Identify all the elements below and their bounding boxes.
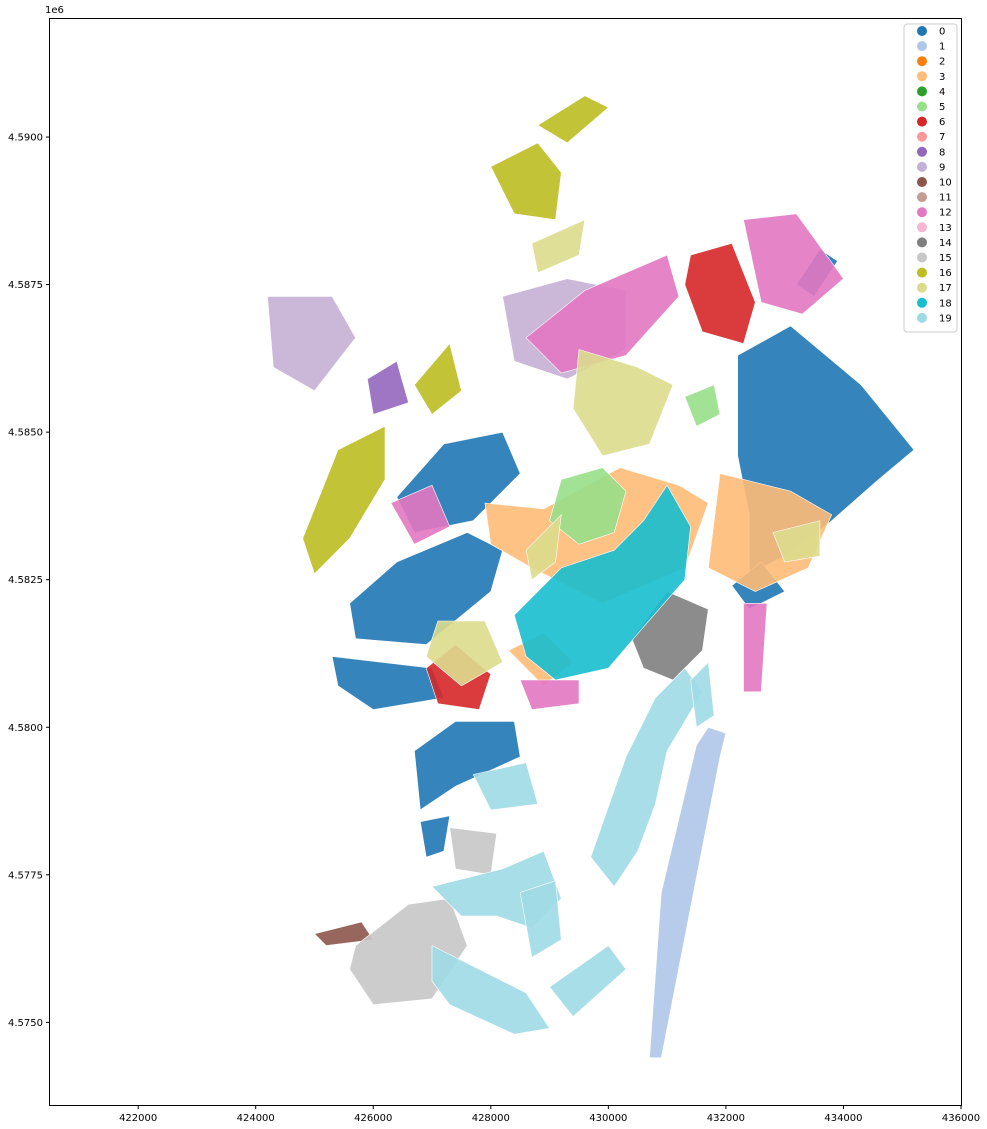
legend-marker <box>917 86 927 97</box>
legend-marker <box>917 237 927 248</box>
legend-marker <box>917 222 927 233</box>
legend-label: 13 <box>939 223 952 234</box>
x-tick-label: 432000 <box>707 1113 745 1124</box>
y-tick-label: 4.5900 <box>8 133 43 144</box>
legend-label: 12 <box>939 208 952 219</box>
legend-label: 14 <box>939 238 952 249</box>
x-tick-label: 426000 <box>354 1113 392 1124</box>
x-tick-label: 430000 <box>589 1113 627 1124</box>
cluster-15-region <box>449 827 498 876</box>
legend-label: 15 <box>939 253 952 264</box>
cluster-12-region <box>743 213 844 315</box>
legend-frame <box>903 23 958 333</box>
cluster-16-region <box>302 425 386 575</box>
legend-marker <box>917 41 927 52</box>
x-tick-label: 428000 <box>472 1113 510 1124</box>
cluster-17-region <box>425 620 503 687</box>
legend-label: 5 <box>939 102 945 113</box>
y-tick-label: 4.5875 <box>8 280 43 291</box>
cluster-16-region <box>490 142 562 221</box>
legend-label: 1 <box>939 42 945 53</box>
cluster-1-region <box>649 726 727 1059</box>
cluster-17-region <box>531 219 586 274</box>
cluster-0-region <box>331 656 445 710</box>
cluster-12-region <box>525 254 680 374</box>
cluster-12-region <box>743 602 768 693</box>
x-axis: 422000 424000 426000 428000 430000 432000 4340… <box>119 1105 980 1124</box>
legend-marker <box>917 252 927 263</box>
cluster-17-region <box>572 349 674 457</box>
legend-marker <box>917 267 927 278</box>
cluster-6-region <box>684 242 756 344</box>
legend-marker <box>917 161 927 172</box>
legend-marker <box>917 192 927 203</box>
cluster-19-region <box>472 762 539 811</box>
x-tick-label: 436000 <box>942 1113 980 1124</box>
cluster-16-region <box>414 342 462 415</box>
legend-label: 9 <box>939 162 945 173</box>
x-tick-label: 434000 <box>824 1113 862 1124</box>
legend-label: 16 <box>939 268 952 279</box>
legend-marker <box>917 312 927 323</box>
y-tick-label: 4.5825 <box>8 575 43 586</box>
legend-label: 8 <box>939 147 945 158</box>
y-offset-label: 1e6 <box>45 5 64 16</box>
cluster-0-region <box>349 532 503 645</box>
cluster-19-region <box>549 945 627 1017</box>
cluster-8-region <box>367 360 409 415</box>
legend-label: 19 <box>939 313 952 324</box>
legend-label: 6 <box>939 117 945 128</box>
legend-label: 10 <box>939 178 952 189</box>
cluster-17-region <box>772 520 821 563</box>
cluster-16-region <box>537 95 609 144</box>
cluster-17-region <box>525 513 562 581</box>
cluster-19-region <box>690 661 715 728</box>
cluster-12-region <box>390 484 451 545</box>
legend-label: 2 <box>939 57 945 68</box>
cluster-19-region <box>431 945 551 1035</box>
legend-label: 18 <box>939 298 952 309</box>
map-regions <box>267 95 915 1059</box>
cluster-18-region <box>513 484 691 681</box>
legend-marker <box>917 146 927 157</box>
cluster-19-region <box>519 880 562 958</box>
cluster-5-region <box>549 467 627 545</box>
legend-marker <box>917 177 927 187</box>
y-tick-label: 4.5750 <box>8 1018 43 1029</box>
legend-marker <box>917 207 927 218</box>
legend-marker <box>917 56 927 67</box>
y-tick-label: 4.5775 <box>8 870 43 881</box>
legend-marker <box>917 282 927 293</box>
y-axis: 4.5750 4.5775 4.5800 4.5825 4.5850 4.5875 4.59… <box>8 133 50 1029</box>
legend-label: 17 <box>939 283 952 294</box>
legend-marker <box>917 71 927 82</box>
cluster-3-region <box>707 473 833 592</box>
cluster-0-region <box>414 721 521 811</box>
legend-label: 7 <box>939 132 945 143</box>
legend-label: 11 <box>939 193 952 204</box>
legend-marker <box>917 297 927 308</box>
legend-marker <box>917 131 927 142</box>
y-tick-label: 4.5800 <box>8 723 43 734</box>
legend-marker <box>917 101 927 112</box>
legend-label: 4 <box>939 87 945 98</box>
x-tick-label: 422000 <box>119 1113 157 1124</box>
plot-frame <box>49 18 962 1106</box>
cluster-19-region <box>590 667 703 888</box>
legend-label: 3 <box>939 72 945 83</box>
cluster-0-region <box>419 815 451 858</box>
x-tick-label: 424000 <box>237 1113 275 1124</box>
legend-marker <box>917 116 927 127</box>
legend-label: 0 <box>939 27 945 38</box>
legend-marker <box>917 26 927 36</box>
cluster-5-region <box>684 384 721 427</box>
cluster-12-region <box>519 679 580 710</box>
cluster-9-region <box>267 296 356 392</box>
y-tick-label: 4.5850 <box>8 428 43 439</box>
